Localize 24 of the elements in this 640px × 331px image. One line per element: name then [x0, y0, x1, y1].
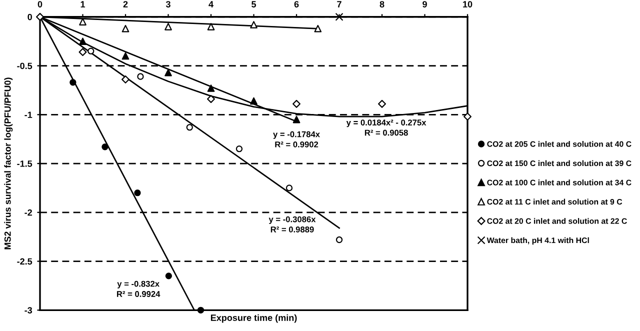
- x-tick-label: 10: [463, 1, 472, 8]
- x-tick-label: 3: [166, 1, 170, 8]
- y-axis-title: MS2 virus survival factor log(PFU/PFU0): [4, 78, 13, 250]
- x-tick-label: 1: [80, 1, 86, 8]
- x-tick-label: 2: [123, 1, 128, 8]
- y-tick-label: 0: [28, 14, 32, 20]
- x-tick-label: 8: [380, 1, 384, 8]
- x-axis-title: Exposure time (min): [210, 314, 297, 323]
- y-tick-label: -2.5: [17, 258, 32, 265]
- x-tick-label: 6: [294, 1, 299, 8]
- y-tick-label: -1.5: [17, 160, 32, 167]
- x-tick-label: 9: [422, 1, 427, 8]
- y-tick-label: -1: [24, 112, 32, 118]
- x-tick-label: 5: [252, 1, 256, 8]
- y-tick-label: -3: [24, 307, 32, 314]
- x-tick-label: 4: [208, 1, 214, 8]
- annotation: y = -0.832x R² = 0.9924: [117, 280, 160, 297]
- annotation: y = -0.1784x R² = 0.9902: [273, 131, 320, 148]
- annotation: y = -0.3086x R² = 0.9889: [268, 216, 316, 232]
- y-tick-label: -2: [24, 209, 32, 216]
- annotation: y = 0.0184x² - 0.275x R² = 0.9058: [346, 120, 426, 136]
- y-tick-label: -0.5: [17, 62, 32, 70]
- x-tick-label: 0: [38, 1, 42, 8]
- x-tick-label: 7: [337, 1, 342, 8]
